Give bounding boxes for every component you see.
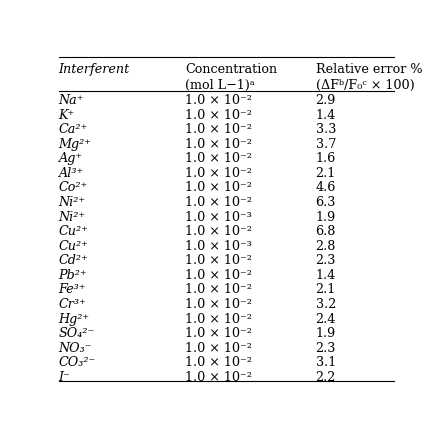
Text: 2.3: 2.3 bbox=[316, 254, 336, 267]
Text: Relative error %: Relative error % bbox=[316, 63, 422, 76]
Text: (mol L−1)ᵃ: (mol L−1)ᵃ bbox=[186, 79, 255, 92]
Text: 2.1: 2.1 bbox=[316, 283, 336, 296]
Text: K⁺: K⁺ bbox=[59, 108, 75, 122]
Text: 1.9: 1.9 bbox=[316, 211, 336, 224]
Text: 1.6: 1.6 bbox=[316, 152, 336, 165]
Text: 1.0 × 10⁻²: 1.0 × 10⁻² bbox=[186, 94, 252, 107]
Text: Ni²⁺: Ni²⁺ bbox=[59, 211, 86, 224]
Text: 1.0 × 10⁻²: 1.0 × 10⁻² bbox=[186, 298, 252, 311]
Text: 1.0 × 10⁻²: 1.0 × 10⁻² bbox=[186, 152, 252, 165]
Text: 1.0 × 10⁻²: 1.0 × 10⁻² bbox=[186, 269, 252, 282]
Text: 1.0 × 10⁻³: 1.0 × 10⁻³ bbox=[186, 240, 252, 253]
Text: 6.3: 6.3 bbox=[316, 196, 336, 209]
Text: Ca²⁺: Ca²⁺ bbox=[59, 123, 88, 136]
Text: CO₃²⁻: CO₃²⁻ bbox=[59, 356, 96, 369]
Text: 1.0 × 10⁻²: 1.0 × 10⁻² bbox=[186, 196, 252, 209]
Text: SO₄²⁻: SO₄²⁻ bbox=[59, 327, 95, 340]
Text: 3.2: 3.2 bbox=[316, 298, 336, 311]
Text: 2.8: 2.8 bbox=[316, 240, 336, 253]
Text: Al³⁺: Al³⁺ bbox=[59, 167, 84, 180]
Text: Pb²⁺: Pb²⁺ bbox=[59, 269, 88, 282]
Text: 3.3: 3.3 bbox=[316, 123, 336, 136]
Text: 1.0 × 10⁻²: 1.0 × 10⁻² bbox=[186, 327, 252, 340]
Text: 1.0 × 10⁻²: 1.0 × 10⁻² bbox=[186, 371, 252, 384]
Text: 3.7: 3.7 bbox=[316, 138, 336, 150]
Text: Na⁺: Na⁺ bbox=[59, 94, 84, 107]
Text: Cr³⁺: Cr³⁺ bbox=[59, 298, 87, 311]
Text: 1.0 × 10⁻²: 1.0 × 10⁻² bbox=[186, 108, 252, 122]
Text: Cu²⁺: Cu²⁺ bbox=[59, 240, 88, 253]
Text: 1.0 × 10⁻²: 1.0 × 10⁻² bbox=[186, 313, 252, 326]
Text: Ni²⁺: Ni²⁺ bbox=[59, 196, 86, 209]
Text: 1.0 × 10⁻²: 1.0 × 10⁻² bbox=[186, 123, 252, 136]
Text: Hg²⁺: Hg²⁺ bbox=[59, 313, 90, 326]
Text: Mg²⁺: Mg²⁺ bbox=[59, 138, 91, 150]
Text: 2.9: 2.9 bbox=[316, 94, 336, 107]
Text: 1.0 × 10⁻²: 1.0 × 10⁻² bbox=[186, 167, 252, 180]
Text: I⁻: I⁻ bbox=[59, 371, 70, 384]
Text: 1.0 × 10⁻³: 1.0 × 10⁻³ bbox=[186, 211, 252, 224]
Text: 1.9: 1.9 bbox=[316, 327, 336, 340]
Text: (ΔFᵇ/F₀ᶜ × 100): (ΔFᵇ/F₀ᶜ × 100) bbox=[316, 79, 414, 92]
Text: 1.0 × 10⁻²: 1.0 × 10⁻² bbox=[186, 342, 252, 355]
Text: 1.4: 1.4 bbox=[316, 269, 336, 282]
Text: Co²⁺: Co²⁺ bbox=[59, 181, 88, 194]
Text: 2.4: 2.4 bbox=[316, 313, 336, 326]
Text: Ag⁺: Ag⁺ bbox=[59, 152, 83, 165]
Text: Concentration: Concentration bbox=[186, 63, 278, 76]
Text: NO₃⁻: NO₃⁻ bbox=[59, 342, 92, 355]
Text: 1.0 × 10⁻²: 1.0 × 10⁻² bbox=[186, 356, 252, 369]
Text: 1.0 × 10⁻²: 1.0 × 10⁻² bbox=[186, 225, 252, 238]
Text: 2.2: 2.2 bbox=[316, 371, 336, 384]
Text: 2.1: 2.1 bbox=[316, 167, 336, 180]
Text: 1.0 × 10⁻²: 1.0 × 10⁻² bbox=[186, 254, 252, 267]
Text: Cd²⁺: Cd²⁺ bbox=[59, 254, 88, 267]
Text: Interferent: Interferent bbox=[59, 63, 130, 76]
Text: 6.8: 6.8 bbox=[316, 225, 336, 238]
Text: Fe³⁺: Fe³⁺ bbox=[59, 283, 86, 296]
Text: 1.4: 1.4 bbox=[316, 108, 336, 122]
Text: 4.6: 4.6 bbox=[316, 181, 336, 194]
Text: 3.1: 3.1 bbox=[316, 356, 336, 369]
Text: 1.0 × 10⁻²: 1.0 × 10⁻² bbox=[186, 181, 252, 194]
Text: 2.3: 2.3 bbox=[316, 342, 336, 355]
Text: 1.0 × 10⁻²: 1.0 × 10⁻² bbox=[186, 283, 252, 296]
Text: Cu²⁺: Cu²⁺ bbox=[59, 225, 88, 238]
Text: 1.0 × 10⁻²: 1.0 × 10⁻² bbox=[186, 138, 252, 150]
